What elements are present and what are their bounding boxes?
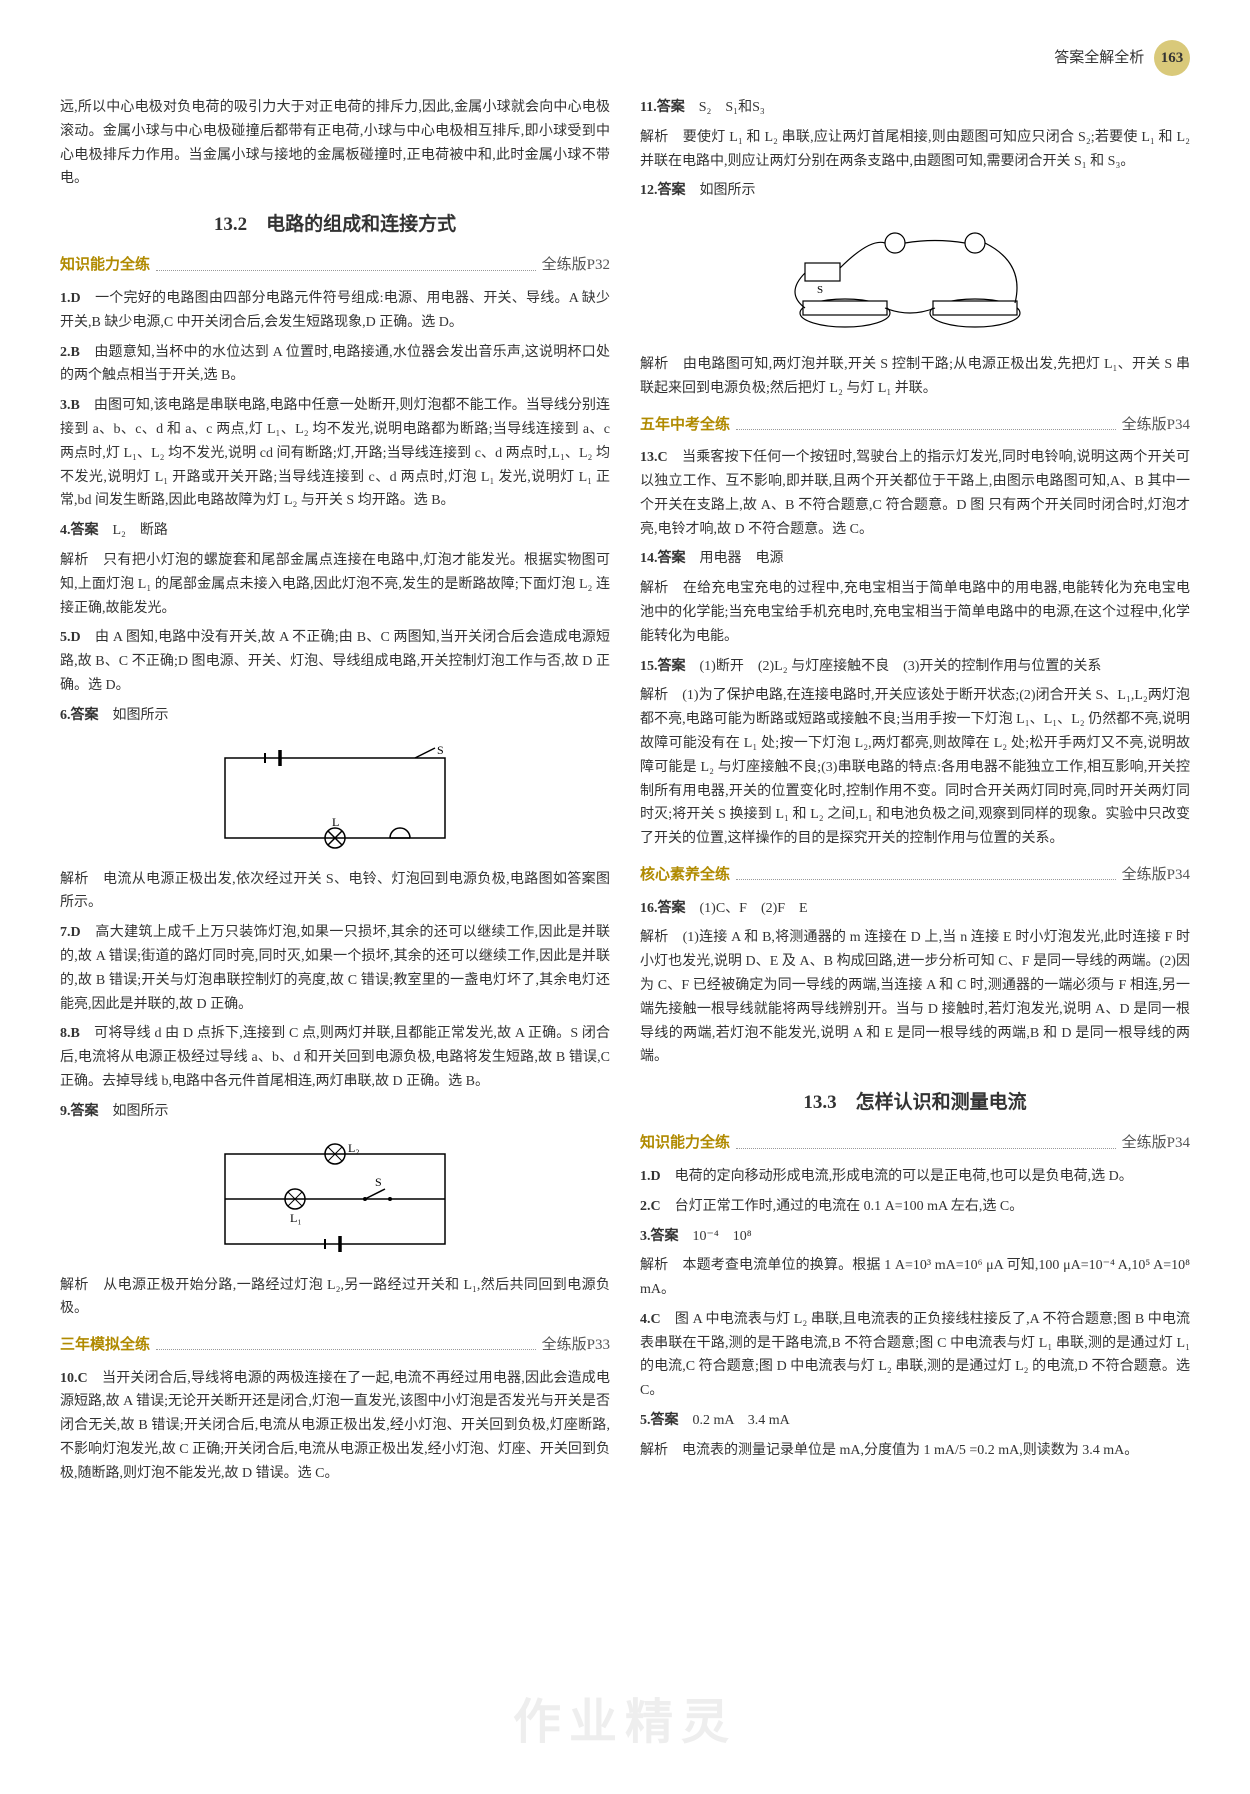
subsection-3year: 三年模拟全练 全练版P33 xyxy=(60,1333,610,1359)
item-7: 7.D 高大建筑上成千上万只装饰灯泡,如果一只损坏,其余的还可以继续工作,因此是… xyxy=(60,921,610,1016)
item-12: 12.答案 如图所示 xyxy=(640,179,1190,203)
subsection-ref: 全练版P34 xyxy=(1122,863,1190,889)
subsection-core: 核心素养全练 全练版P34 xyxy=(640,863,1190,889)
subsection-label: 三年模拟全练 xyxy=(60,1333,150,1359)
subsection-label: 核心素养全练 xyxy=(640,863,730,889)
left-column: 远,所以中心电极对负电荷的吸引力大于对正电荷的排斥力,因此,金属小球就会向中心电… xyxy=(60,96,610,1492)
subsection-ref: 全练版P34 xyxy=(1122,1131,1190,1157)
item-1: 1.D 一个完好的电路图由四部分电路元件符号组成:电源、用电器、开关、导线。A … xyxy=(60,287,610,335)
svg-text:L: L xyxy=(332,815,339,829)
section-13-3-title: 13.3 怎样认识和测量电流 xyxy=(640,1087,1190,1119)
subsection-ref: 全练版P34 xyxy=(1122,413,1190,439)
figure-12: S xyxy=(640,213,1190,343)
svg-text:S: S xyxy=(817,284,823,296)
item-133-1: 1.D 电荷的定向移动形成电流,形成电流的可以是正电荷,也可以是负电荷,选 D。 xyxy=(640,1165,1190,1189)
item-6: 6.答案 如图所示 xyxy=(60,704,610,728)
subsection-label: 知识能力全练 xyxy=(60,253,150,279)
item-133-5: 5.答案 0.2 mA 3.4 mA xyxy=(640,1409,1190,1433)
subsection-5year: 五年中考全练 全练版P34 xyxy=(640,413,1190,439)
item-133-4: 4.C 图 A 中电流表与灯 L₂ 串联,且电流表的正负接线柱接反了,A 不符合… xyxy=(640,1308,1190,1403)
svg-text:L₁: L₁ xyxy=(290,1211,302,1225)
item-11-exp: 解析 要使灯 L₁ 和 L₂ 串联,应让两灯首尾相接,则由题图可知应只闭合 S₂… xyxy=(640,126,1190,174)
subsection-knowledge-133: 知识能力全练 全练版P34 xyxy=(640,1131,1190,1157)
item-133-3: 3.答案 10⁻⁴ 10⁸ xyxy=(640,1225,1190,1249)
figure-9: L₂ L₁ S xyxy=(60,1134,610,1264)
dots-leader xyxy=(736,871,1116,880)
item-9: 9.答案 如图所示 xyxy=(60,1100,610,1124)
subsection-label: 知识能力全练 xyxy=(640,1131,730,1157)
intro-paragraph: 远,所以中心电极对负电荷的吸引力大于对正电荷的排斥力,因此,金属小球就会向中心电… xyxy=(60,96,610,191)
page-number: 163 xyxy=(1154,40,1190,76)
item-15: 15.答案 (1)断开 (2)L₂ 与灯座接触不良 (3)开关的控制作用与位置的… xyxy=(640,655,1190,679)
content-columns: 远,所以中心电极对负电荷的吸引力大于对正电荷的排斥力,因此,金属小球就会向中心电… xyxy=(60,96,1190,1492)
fig12-explanation: 解析 由电路图可知,两灯泡并联,开关 S 控制干路;从电源正极出发,先把灯 L₁… xyxy=(640,353,1190,401)
dots-leader xyxy=(736,421,1116,430)
subsection-ref: 全练版P32 xyxy=(542,253,610,279)
item-14: 14.答案 用电器 电源 xyxy=(640,547,1190,571)
item-133-2: 2.C 台灯正常工作时,通过的电流在 0.1 A=100 mA 左右,选 C。 xyxy=(640,1195,1190,1219)
subsection-ref: 全练版P33 xyxy=(542,1333,610,1359)
page-header: 答案全解全析 163 xyxy=(60,40,1190,76)
item-3: 3.B 由图可知,该电路是串联电路,电路中任意一处断开,则灯泡都不能工作。当导线… xyxy=(60,394,610,513)
item-16-exp: 解析 (1)连接 A 和 B,将测通器的 m 连接在 D 上,当 n 连接 E … xyxy=(640,926,1190,1069)
fig6-explanation: 解析 电流从电源正极出发,依次经过开关 S、电铃、灯泡回到电源负极,电路图如答案… xyxy=(60,868,610,916)
header-title: 答案全解全析 xyxy=(1054,50,1144,66)
svg-text:S: S xyxy=(375,1175,382,1189)
item-16: 16.答案 (1)C、F (2)F E xyxy=(640,897,1190,921)
item-8: 8.B 可将导线 d 由 D 点拆下,连接到 C 点,则两灯并联,且都能正常发光… xyxy=(60,1022,610,1093)
item-2: 2.B 由题意知,当杯中的水位达到 A 位置时,电路接通,水位器会发出音乐声,这… xyxy=(60,341,610,389)
dots-leader xyxy=(156,262,536,271)
item-4: 4.答案 L₂ 断路 xyxy=(60,519,610,543)
item-5: 5.D 由 A 图知,电路中没有开关,故 A 不正确;由 B、C 两图知,当开关… xyxy=(60,626,610,697)
item-4-exp: 解析 只有把小灯泡的螺旋套和尾部金属点连接在电路中,灯泡才能发光。根据实物图可知… xyxy=(60,549,610,620)
svg-text:L₂: L₂ xyxy=(348,1141,360,1155)
section-13-2-title: 13.2 电路的组成和连接方式 xyxy=(60,209,610,241)
item-14-exp: 解析 在给充电宝充电的过程中,充电宝相当于简单电路中的用电器,电能转化为充电宝电… xyxy=(640,577,1190,648)
dots-leader xyxy=(156,1341,536,1350)
item-13: 13.C 当乘客按下任何一个按钮时,驾驶台上的指示灯发光,同时电铃响,说明这两个… xyxy=(640,446,1190,541)
svg-text:S: S xyxy=(437,743,444,757)
fig9-explanation: 解析 从电源正极开始分路,一路经过灯泡 L₂,另一路经过开关和 L₁,然后共同回… xyxy=(60,1274,610,1322)
subsection-label: 五年中考全练 xyxy=(640,413,730,439)
item-15-exp: 解析 (1)为了保护电路,在连接电路时,开关应该处于断开状态;(2)闭合开关 S… xyxy=(640,684,1190,851)
item-133-3-exp: 解析 本题考查电流单位的换算。根据 1 A=10³ mA=10⁶ μA 可知,1… xyxy=(640,1254,1190,1302)
item-133-5-exp: 解析 电流表的测量记录单位是 mA,分度值为 1 mA/5 =0.2 mA,则读… xyxy=(640,1439,1190,1463)
figure-6: S L xyxy=(60,738,610,858)
item-11: 11.答案 S₂ S₁和S₃ xyxy=(640,96,1190,120)
right-column: 11.答案 S₂ S₁和S₃ 解析 要使灯 L₁ 和 L₂ 串联,应让两灯首尾相… xyxy=(640,96,1190,1492)
subsection-knowledge: 知识能力全练 全练版P32 xyxy=(60,253,610,279)
dots-leader xyxy=(736,1140,1116,1149)
item-10: 10.C 当开关闭合后,导线将电源的两极连接在了一起,电流不再经过用电器,因此会… xyxy=(60,1367,610,1486)
watermark: 作业精灵 xyxy=(513,1682,737,1764)
